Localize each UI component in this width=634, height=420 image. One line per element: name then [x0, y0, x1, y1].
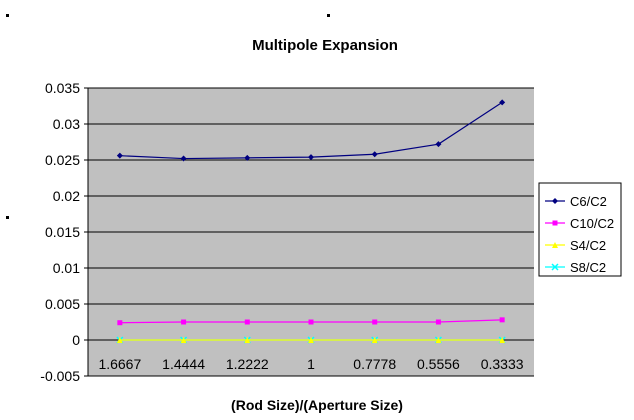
data-point: [180, 155, 187, 162]
x-tick-label: 0.3333: [481, 356, 524, 372]
data-point: [244, 337, 251, 343]
data-point: [308, 337, 314, 343]
data-point: [181, 319, 187, 325]
data-point: [372, 319, 378, 325]
stray-dot: [6, 216, 9, 219]
x-axis-label: (Rod Size)/(Aperture Size): [231, 397, 403, 413]
y-tick-label: -0.005: [40, 368, 80, 384]
stray-dot: [327, 14, 330, 17]
y-tick-label: 0.02: [53, 188, 80, 204]
data-point: [551, 263, 559, 271]
data-point: [244, 154, 251, 161]
y-tick-label: 0.035: [45, 80, 80, 96]
data-point: [552, 220, 558, 226]
data-point: [116, 337, 123, 343]
series-layer: [116, 99, 506, 344]
y-tick-label: 0: [72, 332, 80, 348]
x-tick-label: 1: [307, 356, 315, 372]
y-tick-label: 0.01: [53, 260, 80, 276]
data-point: [499, 99, 506, 106]
y-tick-label: 0.03: [53, 116, 80, 132]
data-point: [435, 141, 442, 148]
data-point: [552, 198, 558, 204]
x-tick-label: 0.7778: [353, 356, 396, 372]
x-tick-label: 1.4444: [162, 356, 205, 372]
x-tick-label: 1.2222: [226, 356, 269, 372]
data-point: [117, 320, 123, 326]
data-point: [180, 337, 187, 343]
data-point: [435, 319, 441, 325]
stray-dot: [6, 14, 9, 17]
legend-entry-s8-c2: S8/C2: [570, 260, 606, 275]
legend-entry-s4-c2: S4/C2: [570, 238, 606, 253]
y-tick-label: 0.005: [45, 296, 80, 312]
data-point: [308, 154, 314, 161]
data-point: [552, 242, 558, 248]
y-tick-label: 0.025: [45, 152, 80, 168]
legend-entry-c6-c2: C6/C2: [570, 194, 607, 209]
x-tick-label: 0.5556: [417, 356, 460, 372]
data-point: [435, 337, 442, 343]
legend-box: [538, 182, 622, 277]
data-point: [308, 319, 314, 325]
data-point: [371, 337, 378, 343]
data-point: [116, 152, 123, 159]
legend: C6/C2 C10/C2 S4/C2 S8/C2: [538, 182, 622, 277]
data-point: [499, 337, 506, 343]
data-point: [499, 317, 505, 323]
legend-entry-c10-c2: C10/C2: [570, 216, 614, 231]
y-tick-label: 0.015: [45, 224, 80, 240]
x-tick-label: 1.6667: [98, 356, 141, 372]
x-axis-ticks: 1.6667 1.4444 1.2222 1 0.7778 0.5556 0.3333: [98, 356, 523, 372]
y-axis-ticks: -0.005 0 0.005 0.01 0.015 0.02 0.025 0.03 0.035: [40, 80, 80, 384]
data-point: [371, 151, 378, 158]
chart-title: Multipole Expansion: [252, 37, 398, 54]
data-point: [244, 319, 250, 325]
